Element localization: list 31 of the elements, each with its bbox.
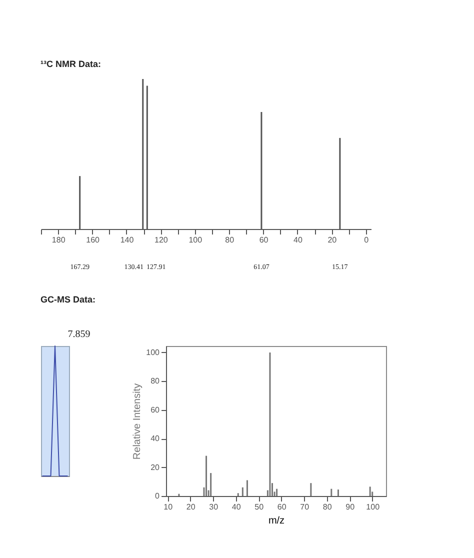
y-tick-label: 80 bbox=[150, 376, 160, 386]
y-tick-label: 0 bbox=[155, 492, 160, 500]
x-tick-label: 80 bbox=[322, 502, 332, 512]
x-tick-label: 10 bbox=[164, 502, 174, 512]
x-tick-label: 70 bbox=[300, 502, 310, 512]
x-tick-label: 180 bbox=[52, 236, 66, 244]
x-tick-label: 160 bbox=[86, 236, 100, 244]
text: 7.859 bbox=[68, 329, 90, 340]
x-tick-label: 20 bbox=[328, 236, 338, 244]
x-tick-label: 140 bbox=[120, 236, 134, 244]
x-axis-title: m/z bbox=[268, 516, 285, 526]
x-tick-label: 60 bbox=[259, 236, 269, 244]
x-tick-label: 100 bbox=[366, 502, 380, 512]
y-tick-label: 100 bbox=[146, 348, 160, 357]
y-axis-title: Relative Intensity bbox=[132, 383, 144, 460]
chart-title: GC-MS Data: bbox=[40, 294, 96, 304]
x-tick-label: 40 bbox=[294, 236, 303, 244]
x-tick-label: 120 bbox=[154, 236, 168, 244]
x-tick-label: 90 bbox=[346, 502, 356, 512]
x-tick-label: 30 bbox=[209, 502, 219, 512]
y-tick-label: 40 bbox=[150, 434, 160, 444]
x-tick-label: 0 bbox=[364, 236, 370, 244]
y-tick-label: 60 bbox=[150, 405, 160, 414]
x-tick-label: 80 bbox=[225, 236, 235, 244]
y-tick-label: 20 bbox=[150, 462, 160, 472]
x-tick-label: 60 bbox=[277, 502, 287, 512]
x-tick-label: 100 bbox=[188, 236, 203, 244]
x-tick-label: 20 bbox=[186, 502, 196, 512]
x-tick-label: 50 bbox=[254, 502, 264, 512]
chart-title: ¹³C NMR Data: bbox=[40, 59, 101, 69]
x-tick-label: 40 bbox=[232, 502, 242, 512]
